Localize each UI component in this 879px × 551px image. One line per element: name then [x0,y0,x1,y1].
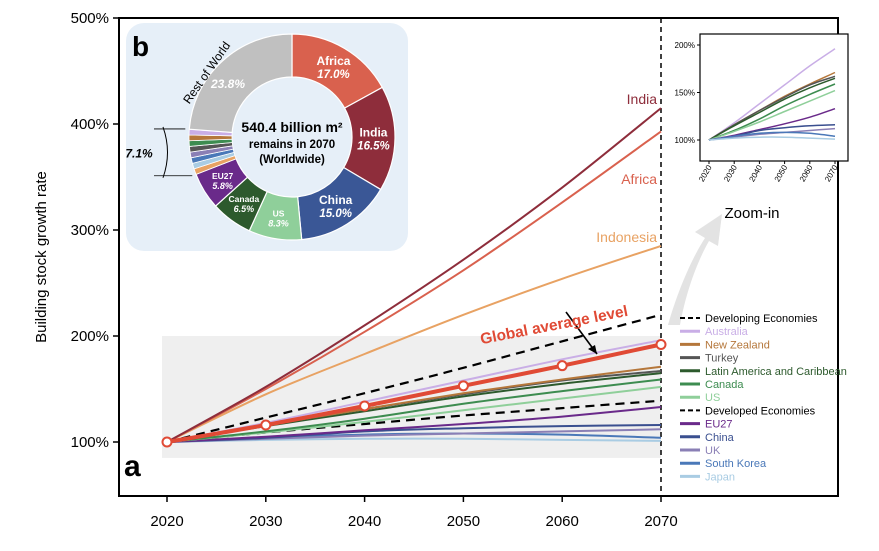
zoom-y-tick-label: 200% [675,41,695,50]
others-bracket-line [154,128,193,177]
panel-label-b: b [132,31,149,62]
donut-center-line-2: remains in 2070 [249,139,335,151]
global-average-point [457,380,469,392]
y-tick-label: 300% [71,222,109,239]
zoom-y-tick-label: 150% [675,89,695,98]
legend-label-south-korea: South Korea [705,458,767,470]
slice-value-rest-of-world: 23.8% [210,77,245,91]
zoom-y-tick-label: 100% [675,136,695,145]
slice-value-africa: 17.0% [317,69,350,81]
series-line-canada [166,378,662,443]
legend-label-uk: UK [705,445,721,457]
zoom-series-line-latin-america-and-caribbean [708,77,836,141]
zoom-series-line-japan [708,136,836,141]
zoom-x-tick-label: 2020 [697,163,714,183]
y-tick-label: 200% [71,328,109,345]
global-average-point [161,436,173,448]
series-end-label-india: India [627,91,658,107]
slice-value-india: 16.5% [357,140,390,152]
legend-label-turkey: Turkey [705,353,739,365]
series-end-label-africa: Africa [621,171,657,187]
zoom-series-line-us [708,89,836,141]
zoom-x-tick-label: 2040 [747,163,764,183]
x-tick-label: 2040 [348,513,381,530]
slice-name-canada: Canada [229,194,260,204]
y-tick-label: 400% [71,116,109,133]
zoom-series-line-canada [708,83,836,141]
series-line-india [166,107,662,443]
zoom-series-line-eu27 [708,107,836,141]
y-axis-label: Building stock growth rate [33,171,50,343]
x-tick-label: 2050 [447,513,480,530]
legend-label-japan: Japan [705,471,735,483]
series-line-china [166,424,662,443]
legend-label-new-zealand: New Zealand [705,339,770,351]
slice-value-canada: 6.5% [234,204,255,214]
donut-slice-rest-of-world [188,33,293,134]
global-average-point [260,419,272,431]
panel-label-a: a [124,450,141,483]
slice-value-us: 8.3% [268,218,289,228]
zoom-x-tick-label: 2060 [798,163,815,183]
slice-name-africa: Africa [316,54,350,68]
legend-label-developed-economies: Developed Economies [705,405,816,417]
global-average-arrowhead [588,345,597,354]
x-tick-label: 2030 [249,513,282,530]
global-average-line [166,342,662,444]
series-line-developed-economies [166,399,662,444]
series-line-developing-economies [166,313,662,444]
x-tick-label: 2060 [546,513,579,530]
x-tick-label: 2070 [644,513,677,530]
slice-value-eu27: 5.8% [212,181,233,191]
series-line-africa [166,130,662,443]
zoom-series-line-australia [708,48,836,141]
series-end-label-indonesia: Indonesia [596,229,657,245]
zoom-frame [699,33,849,162]
y-tick-label: 100% [71,434,109,451]
series-line-indonesia [166,244,662,443]
global-average-point [655,338,667,350]
legend-label-australia: Australia [705,326,749,338]
donut-center-line-3: (Worldwide) [259,154,325,166]
legend-label-developing-economies: Developing Economies [705,313,818,325]
slice-value-others: 7.1% [125,146,153,160]
legend-label-china: China [705,432,735,444]
slice-name-india: India [359,125,387,139]
zoom-series-line-turkey [708,75,836,141]
slice-name-us: US [273,208,285,218]
zoom-x-tick-label: 2030 [722,163,739,183]
zoom-arrow [668,214,722,325]
donut-center-line-1: 540.4 billion m² [241,119,342,135]
slice-name-eu27: EU27 [212,171,234,181]
global-average-point [556,360,568,372]
slice-name-china: China [319,193,353,207]
legend-label-us: US [705,392,720,404]
zoom-in-label: Zoom-in [724,205,779,222]
slice-value-china: 15.0% [319,208,352,220]
others-bracket [162,126,168,178]
legend-label-canada: Canada [705,379,744,391]
y-tick-label: 500% [71,10,109,27]
legend-label-latin-america-and-caribbean: Latin America and Caribbean [705,366,847,378]
plot-frame [118,17,839,497]
x-tick-label: 2020 [150,513,183,530]
legend-label-eu27: EU27 [705,419,733,431]
series-line-eu27 [166,406,662,443]
zoom-x-tick-label: 2050 [773,163,790,183]
global-average-point [359,400,371,412]
zoom-series-line-south-korea [708,131,836,141]
